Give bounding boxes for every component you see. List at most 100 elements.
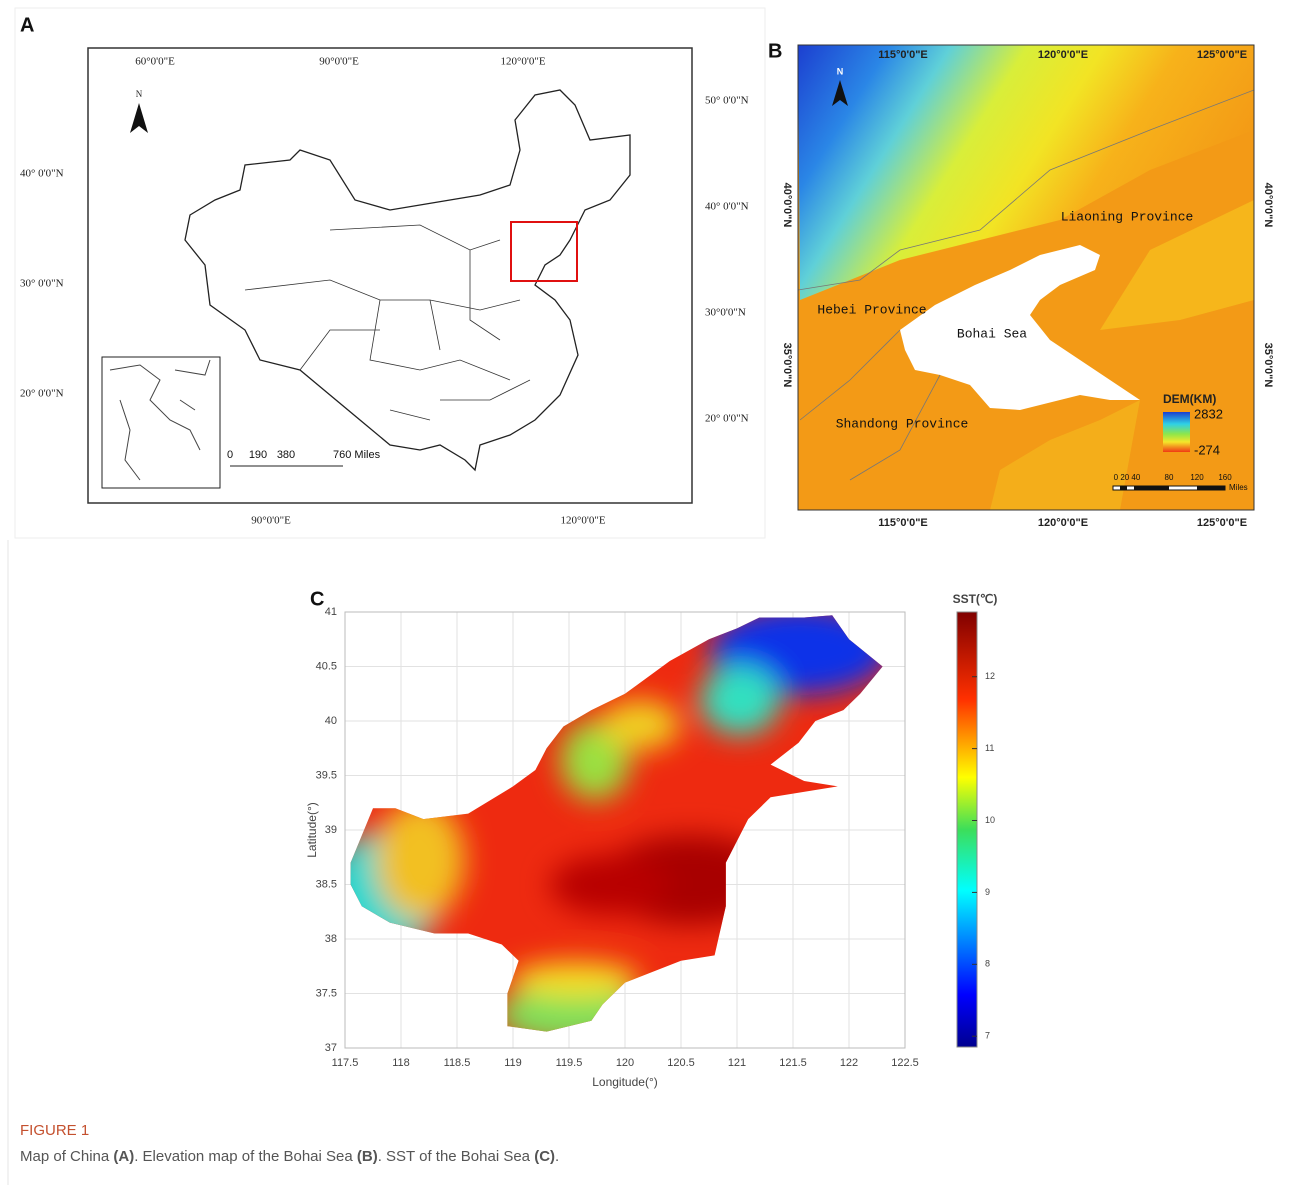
scale-label: 160 <box>1218 473 1232 482</box>
lon-label: 120°0'0"E <box>1038 49 1088 61</box>
bohai-sea <box>900 245 1140 410</box>
lat-label: 30° 0'0"N <box>20 278 64 290</box>
scale-unit: Miles <box>1229 483 1248 492</box>
colorbar-title: SST(℃) <box>953 592 998 606</box>
boundaries <box>798 89 1254 481</box>
y-tick-label: 38 <box>325 933 337 945</box>
plot-frame <box>344 611 906 1049</box>
colorbar-tick-label: 12 <box>985 671 995 681</box>
map-frame <box>797 44 1255 511</box>
x-tick-label: 121.5 <box>779 1057 807 1069</box>
legend-title: DEM(KM) <box>1163 392 1216 406</box>
lat-label: 20° 0'0"N <box>705 413 749 425</box>
dem-hills <box>1100 200 1254 330</box>
panel-a: A 60°0'0"E 90°0'0"E 120°0'0"E 50° 0'0"N … <box>14 7 766 539</box>
sst-mid-northwest <box>600 700 680 750</box>
inset-frame <box>101 356 221 489</box>
y-tick-label: 37.5 <box>316 987 337 999</box>
legend-bar <box>1163 412 1190 452</box>
north-label: N <box>136 89 143 99</box>
y-tick-label: 40 <box>325 715 337 727</box>
scale-label: 190 <box>249 449 267 461</box>
scale-label: 0 <box>227 449 233 461</box>
lon-label: 115°0'0"E <box>878 517 928 529</box>
caption-segment: (C) <box>534 1148 555 1165</box>
sst-mid-west <box>375 800 465 920</box>
x-axis-title: Longitude(°) <box>592 1075 658 1089</box>
sst-mid-south <box>510 962 640 998</box>
inset-islands <box>109 359 211 481</box>
north-arrow <box>832 80 848 106</box>
place-label: Bohai Sea <box>957 326 1027 341</box>
dem-hills <box>990 400 1140 510</box>
lat-label: 40° 0'0"N <box>705 201 749 213</box>
sst-warm-core <box>550 855 670 915</box>
caption-segment: . Elevation map of the Bohai Sea <box>134 1148 357 1165</box>
x-tick-label: 120.5 <box>667 1057 695 1069</box>
lat-label: 35°0'0"N <box>1262 343 1274 388</box>
colorbar-tick-label: 8 <box>985 959 990 969</box>
caption-text: Map of China (A). Elevation map of the B… <box>20 1148 559 1165</box>
panel-frame <box>14 7 766 539</box>
y-tick-label: 39.5 <box>316 769 337 781</box>
legend-min: -274 <box>1194 442 1220 457</box>
caption-segment: . <box>555 1148 559 1165</box>
sst-cool-north <box>700 665 780 735</box>
y-tick-label: 38.5 <box>316 878 337 890</box>
lat-label: 40° 0'0"N <box>20 168 64 180</box>
x-tick-label: 118.5 <box>444 1057 471 1069</box>
place-label: Hebei Province <box>817 302 926 317</box>
x-tick-label: 121 <box>728 1057 746 1069</box>
caption-segment: Map of China <box>20 1148 113 1165</box>
scale-label: 760 Miles <box>333 449 381 461</box>
caption-segment: (A) <box>113 1148 134 1165</box>
study-area-box <box>510 221 578 282</box>
caption-segment: . SST of the Bohai Sea <box>378 1148 535 1165</box>
panel-label: A <box>20 14 34 36</box>
place-label: Shandong Province <box>836 416 969 431</box>
north-arrow <box>130 103 148 133</box>
scale-bar-fill <box>1120 486 1225 490</box>
legend-max: 2832 <box>1194 406 1223 421</box>
lon-label: 120°0'0"E <box>1038 517 1088 529</box>
panel-label: C <box>310 588 324 610</box>
lat-label: 35°0'0"N <box>781 343 793 388</box>
scale-label: 120 <box>1190 473 1204 482</box>
panel-b: B 115°0'0"E 120°0'0"E 125°0'0"E 115°0'0"… <box>768 40 1274 529</box>
x-tick-label: 119.5 <box>556 1057 583 1069</box>
colorbar-tick-label: 7 <box>985 1031 990 1041</box>
x-tick-label: 118 <box>392 1057 410 1069</box>
y-tick-label: 37 <box>325 1042 337 1054</box>
place-label: Liaoning Province <box>1061 209 1194 224</box>
dem-highlands <box>798 45 1254 300</box>
scale-label: 0 20 40 <box>1114 473 1141 482</box>
north-label: N <box>837 66 844 76</box>
x-tick-label: 122 <box>840 1057 858 1069</box>
panel-c: C Longitude(°) Latitude(°) SST(℃) 117.5 1… <box>305 588 997 1089</box>
y-tick-label: 40.5 <box>316 660 337 672</box>
china-outline <box>184 89 631 472</box>
lat-label: 30°0'0"N <box>705 307 746 319</box>
colorbar <box>956 611 978 1048</box>
lon-label: 120°0'0"E <box>560 515 605 527</box>
x-tick-label: 119 <box>504 1057 522 1069</box>
scale-label: 80 <box>1165 473 1174 482</box>
lon-label: 90°0'0"E <box>251 515 291 527</box>
x-tick-label: 120 <box>616 1057 634 1069</box>
x-tick-label: 122.5 <box>891 1057 919 1069</box>
province-borders <box>244 224 531 421</box>
y-tick-label: 41 <box>325 606 337 618</box>
colorbar-tick-label: 10 <box>985 815 995 825</box>
lon-label: 60°0'0"E <box>135 56 175 68</box>
caption-title: FIGURE 1 <box>20 1122 89 1139</box>
caption-segment: (B) <box>357 1148 378 1165</box>
y-tick-label: 39 <box>325 824 337 836</box>
lon-label: 125°0'0"E <box>1197 517 1247 529</box>
panel-label: B <box>768 40 782 62</box>
lon-label: 125°0'0"E <box>1197 49 1247 61</box>
lon-label: 115°0'0"E <box>878 49 928 61</box>
lat-label: 40°0'0"N <box>1262 183 1274 228</box>
lat-label: 50° 0'0"N <box>705 95 749 107</box>
y-axis-title: Latitude(°) <box>305 802 319 858</box>
